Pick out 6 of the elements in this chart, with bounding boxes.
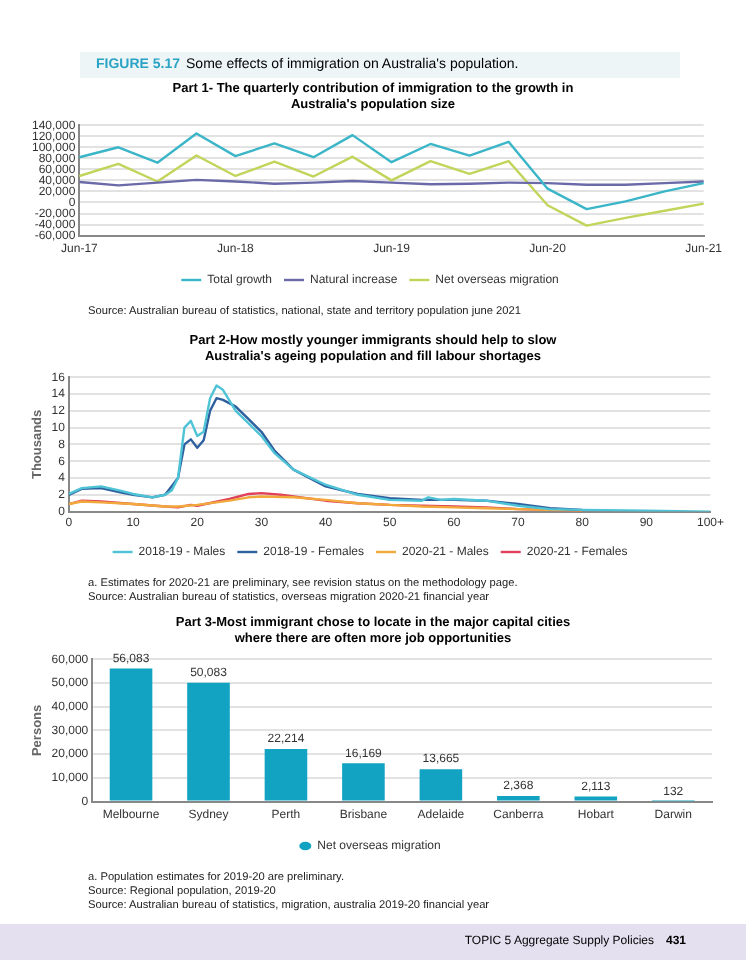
bar [187,682,230,801]
bar [109,668,153,801]
bar [342,763,385,801]
bar [497,795,540,801]
bar [419,769,463,801]
bar [264,748,308,801]
